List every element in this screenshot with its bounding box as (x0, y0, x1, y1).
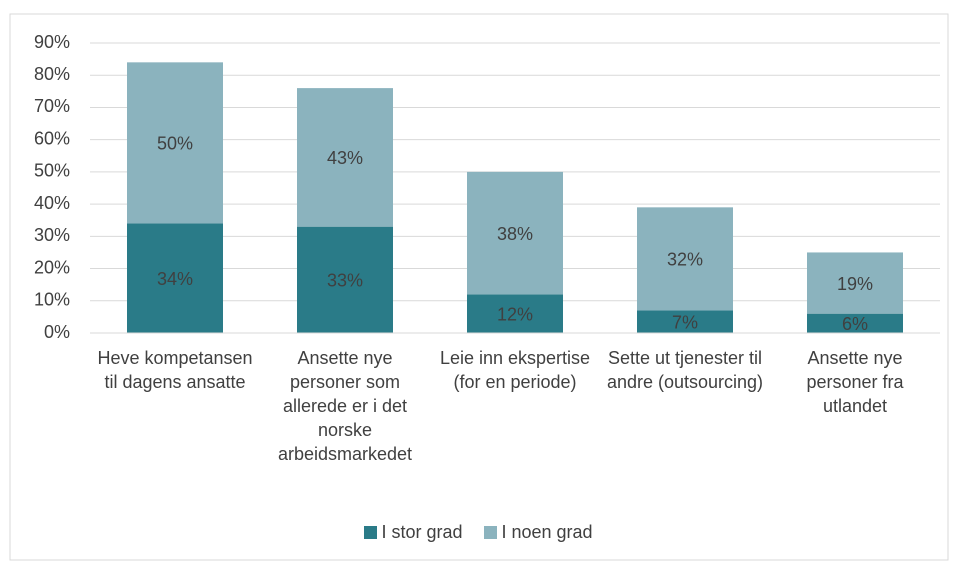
y-tick-label: 0% (44, 322, 70, 342)
y-tick-label: 20% (34, 257, 70, 277)
y-tick-label: 50% (34, 161, 70, 181)
data-label: 50% (157, 134, 193, 154)
data-label: 19% (837, 274, 873, 294)
data-label: 12% (497, 304, 533, 324)
x-tick-label: Sette ut tjenester til andre (outsourcin… (606, 348, 764, 392)
data-label: 43% (327, 148, 363, 168)
bar-segment (127, 223, 223, 333)
data-label: 6% (842, 314, 868, 334)
y-tick-label: 10% (34, 290, 70, 310)
bar-segment (467, 294, 563, 333)
x-tick-label: Ansette nye personer fra utlandet (806, 348, 904, 416)
y-tick-label: 40% (34, 193, 70, 213)
y-tick-label: 80% (34, 64, 70, 84)
bar-segment (807, 252, 903, 314)
y-tick-label: 70% (34, 96, 70, 116)
legend-item: I stor grad (364, 522, 462, 543)
data-label: 33% (327, 271, 363, 291)
bar-segment (467, 171, 563, 295)
x-tick-label: Ansette nye personer som allerede er i d… (277, 348, 413, 464)
bar-segment (637, 207, 733, 311)
y-tick-label: 30% (34, 225, 70, 245)
legend-swatch (364, 526, 378, 539)
chart-frame (9, 13, 949, 561)
bar-segment (297, 226, 393, 333)
legend-swatch (484, 526, 498, 539)
data-label: 34% (157, 269, 193, 289)
legend-item: I noen grad (484, 522, 593, 543)
bar-segment (807, 313, 903, 333)
x-tick-label: Leie inn ekspertise (for en periode) (439, 348, 591, 392)
bar-segment (297, 88, 393, 227)
bar-segment (127, 62, 223, 224)
bar-segment (637, 310, 733, 333)
legend-label: I stor grad (381, 522, 463, 542)
legend: I stor grad I noen grad (0, 522, 957, 543)
y-tick-label: 90% (34, 32, 70, 52)
x-tick-label: Heve kompetansen til dagens ansatte (97, 348, 253, 392)
legend-label: I noen grad (501, 522, 593, 542)
y-tick-label: 60% (34, 128, 70, 148)
data-label: 38% (497, 224, 533, 244)
data-label: 7% (672, 312, 698, 332)
data-label: 32% (667, 250, 703, 270)
